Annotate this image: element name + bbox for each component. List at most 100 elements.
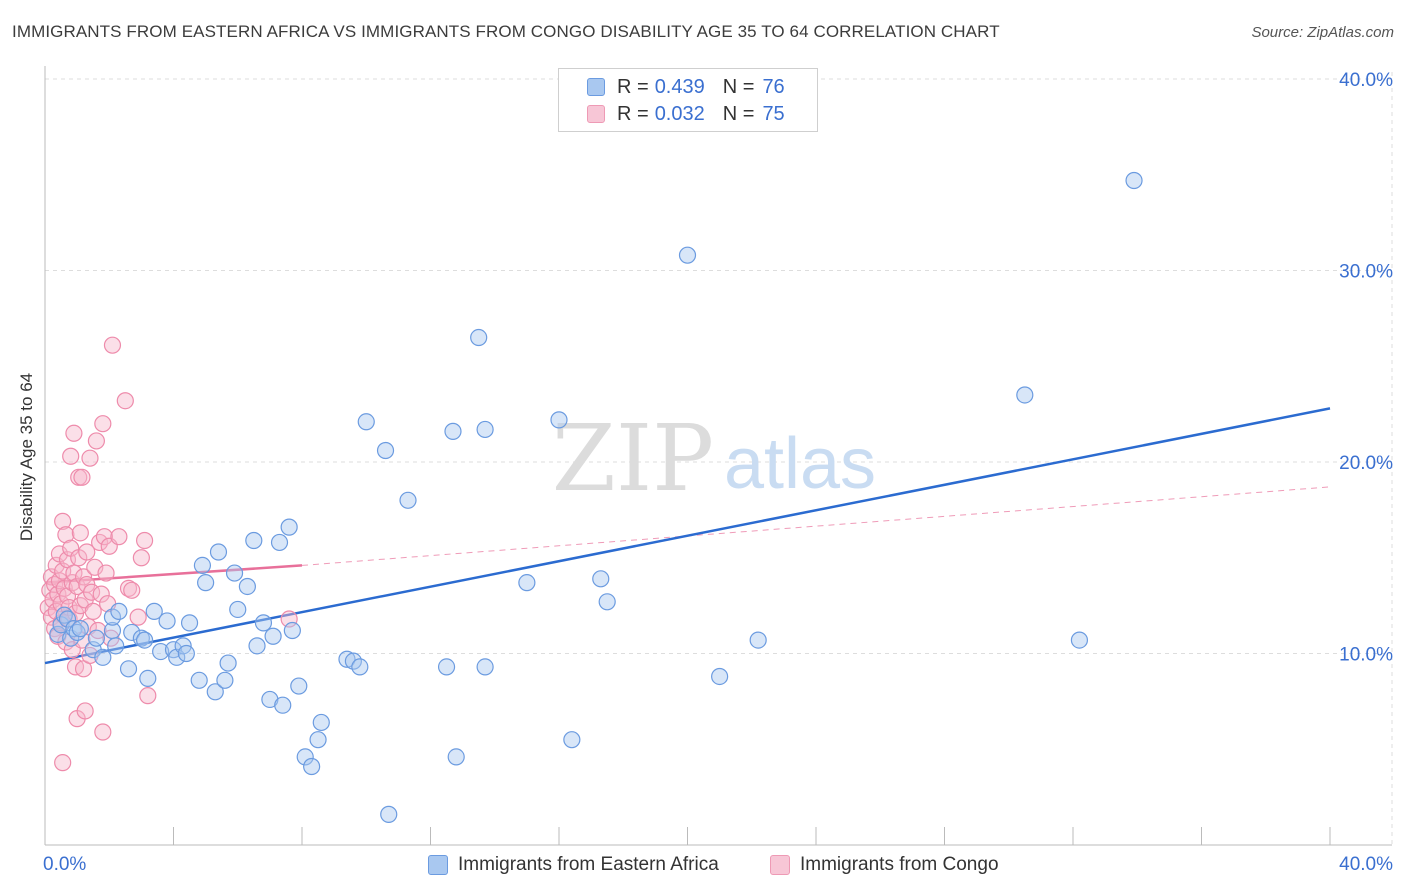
eastern-africa-point: [280, 518, 298, 536]
eastern-africa-point: [1125, 171, 1143, 190]
eastern-africa-point: [152, 642, 170, 661]
congo-points: [39, 336, 298, 772]
eastern-africa-points: [49, 171, 1143, 823]
eastern-africa-point: [476, 658, 494, 676]
eastern-africa-point: [303, 757, 321, 776]
eastern-africa-point: [254, 614, 273, 632]
eastern-africa-point: [550, 411, 568, 429]
congo-trend-extension: [301, 486, 1331, 566]
eastern-africa-point: [52, 616, 70, 634]
congo-point: [94, 723, 112, 741]
eastern-africa-point: [145, 602, 163, 620]
congo-point: [71, 524, 89, 542]
congo-point: [87, 432, 106, 450]
watermark-zip: ZIP: [552, 405, 714, 512]
eastern-africa-point: [592, 570, 610, 588]
y-tick-label: 10.0%: [1339, 645, 1393, 666]
eastern-africa-trend-line: [44, 407, 1331, 665]
eastern-africa-point: [351, 658, 369, 676]
eastern-africa-point: [58, 610, 77, 628]
source-credit: Source: ZipAtlas.com: [1251, 24, 1394, 41]
x-tick-label: 0.0%: [43, 854, 86, 875]
congo-point: [92, 585, 110, 603]
congo-point: [116, 392, 134, 410]
eastern-africa-point: [177, 644, 195, 663]
eastern-africa-point: [180, 614, 199, 632]
congo-point: [57, 526, 75, 544]
y-tick-label: 30.0%: [1339, 262, 1393, 283]
chart-title: IMMIGRANTS FROM EASTERN AFRICA VS IMMIGR…: [12, 22, 1000, 41]
congo-point: [62, 447, 80, 465]
eastern-africa-point: [399, 491, 417, 509]
congo-point: [110, 528, 128, 546]
eastern-africa-point: [119, 660, 138, 678]
watermark-atlas: atlas: [724, 424, 876, 504]
eastern-africa-point: [476, 420, 494, 439]
eastern-africa-point: [312, 713, 330, 732]
legend-swatch-blue: [587, 78, 605, 96]
grid-lines: [45, 72, 1393, 845]
legend-n-label: N =: [722, 75, 755, 98]
eastern-africa-point: [49, 625, 67, 643]
eastern-africa-point: [264, 627, 282, 645]
congo-point: [132, 549, 150, 567]
bottom-legend-eastern-africa: Immigrants from Eastern Africa: [428, 852, 719, 878]
bottom-legend-swatch-pink: [770, 855, 790, 875]
eastern-africa-point: [290, 677, 308, 695]
x-tick-label: 40.0%: [1339, 854, 1393, 875]
correlation-legend: R = 0.439 N = 76 R = 0.032 N = 75: [558, 68, 818, 132]
y-axis-label: Disability Age 35 to 64: [17, 372, 36, 542]
eastern-africa-point: [229, 600, 247, 619]
congo-point: [139, 687, 157, 705]
eastern-africa-point: [139, 669, 157, 687]
eastern-africa-point: [678, 246, 697, 264]
y-tick-label: 40.0%: [1339, 70, 1393, 91]
eastern-africa-point: [749, 631, 767, 649]
axes: [44, 66, 1392, 846]
legend-n-value: 76: [762, 75, 785, 98]
eastern-africa-point: [94, 648, 112, 666]
congo-point: [103, 336, 122, 354]
eastern-africa-point: [248, 637, 266, 655]
legend-row-eastern-africa: R = 0.439 N = 76: [587, 75, 785, 99]
eastern-africa-point: [158, 612, 176, 630]
legend-r-label: R =: [617, 102, 649, 125]
eastern-africa-point: [270, 533, 289, 552]
eastern-africa-point: [123, 623, 141, 642]
eastern-africa-point: [357, 413, 375, 431]
eastern-africa-point: [103, 608, 122, 626]
eastern-africa-point: [238, 577, 256, 596]
eastern-africa-point: [447, 748, 465, 766]
eastern-africa-point: [206, 683, 224, 701]
watermark: ZIP atlas: [552, 405, 876, 512]
congo-point: [94, 415, 112, 433]
congo-point: [76, 702, 94, 720]
eastern-africa-point: [216, 671, 234, 689]
y-tick-label: 20.0%: [1339, 453, 1393, 474]
congo-point: [73, 468, 91, 486]
congo-point: [54, 512, 72, 530]
legend-r-value: 0.032: [654, 102, 705, 125]
congo-point: [78, 543, 96, 561]
bottom-legend-label: Immigrants from Eastern Africa: [458, 854, 719, 875]
bottom-legend-congo: Immigrants from Congo: [770, 852, 999, 878]
congo-trend-line: [44, 564, 303, 584]
eastern-africa-point: [193, 556, 212, 575]
trend-lines: [44, 407, 1331, 665]
eastern-africa-point: [711, 667, 729, 686]
eastern-africa-point: [437, 658, 456, 676]
eastern-africa-point: [107, 637, 125, 655]
eastern-africa-point: [197, 574, 215, 592]
eastern-africa-point: [225, 564, 244, 582]
bottom-legend-swatch-blue: [428, 855, 448, 875]
eastern-africa-point: [344, 652, 362, 670]
congo-point: [65, 424, 83, 442]
eastern-africa-point: [338, 650, 356, 668]
congo-point: [123, 581, 141, 599]
legend-r-value: 0.439: [654, 75, 705, 98]
legend-row-congo: R = 0.032 N = 75: [587, 102, 785, 126]
eastern-africa-point: [518, 574, 536, 592]
congo-point: [65, 564, 83, 582]
congo-point: [129, 608, 147, 626]
